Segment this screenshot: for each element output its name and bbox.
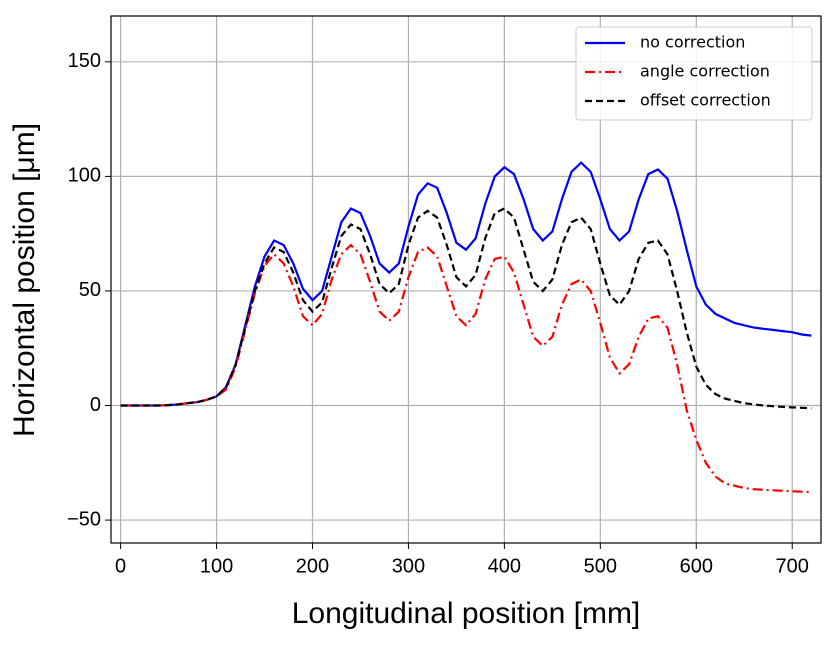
y-tick-label: −50 <box>67 508 101 530</box>
x-tick-label: 400 <box>488 555 521 577</box>
x-tick-label: 200 <box>296 555 329 577</box>
legend-label: no correction <box>640 33 745 52</box>
x-tick-label: 600 <box>680 555 713 577</box>
series-line <box>120 207 812 410</box>
legend-label: offset correction <box>640 91 771 110</box>
y-tick-label: 50 <box>79 279 101 301</box>
plot-frame <box>110 15 822 544</box>
x-tick-label: 100 <box>200 555 233 577</box>
x-tick-label: 300 <box>392 555 425 577</box>
y-tick-label: 100 <box>68 165 101 187</box>
y-axis-label: Horizontal position [μm] <box>8 123 41 437</box>
x-tick-label: 500 <box>584 555 617 577</box>
legend-box <box>575 26 813 121</box>
y-tick-label: 150 <box>68 50 101 72</box>
series-line <box>120 243 812 494</box>
y-tick-label: 0 <box>90 394 101 416</box>
series-line <box>120 161 812 407</box>
x-axis-label: Longitudinal position [mm] <box>292 597 641 630</box>
legend-label: angle correction <box>640 62 770 81</box>
x-tick-label: 700 <box>776 555 809 577</box>
x-tick-label: 0 <box>115 555 126 577</box>
